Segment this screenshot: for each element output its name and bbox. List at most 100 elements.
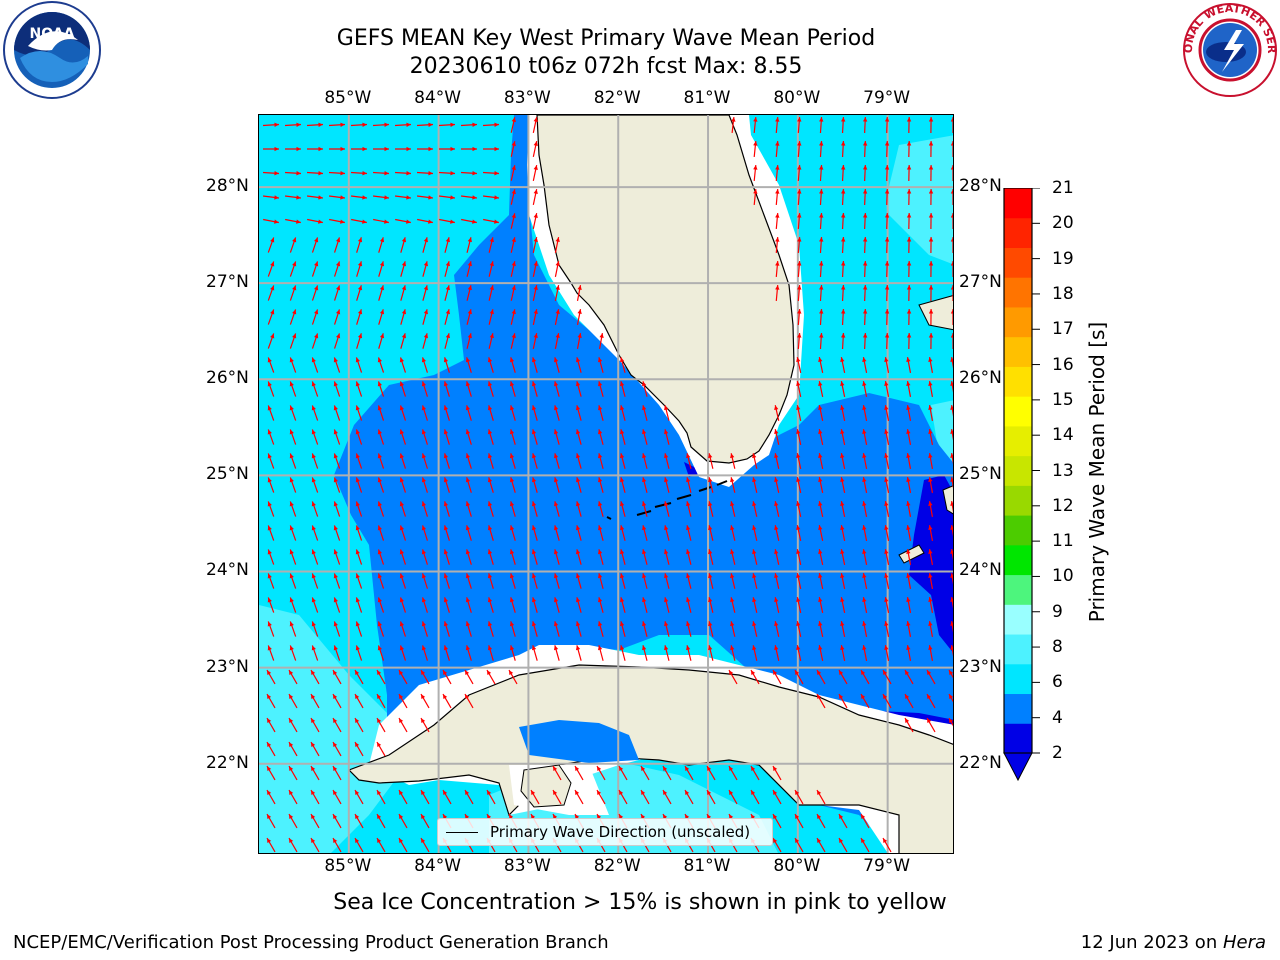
wave-direction-arrow xyxy=(377,453,385,469)
wave-direction-arrow xyxy=(862,260,868,278)
wave-direction-arrow xyxy=(575,501,582,517)
wave-direction-arrow xyxy=(267,573,275,589)
wave-direction-arrow xyxy=(421,525,428,541)
wave-direction-arrow xyxy=(289,405,297,421)
wave-direction-arrow xyxy=(310,693,320,709)
wave-direction-arrow xyxy=(906,236,912,254)
wave-direction-arrow xyxy=(262,171,280,176)
wave-direction-arrow xyxy=(328,171,346,176)
wave-direction-arrow xyxy=(377,525,385,541)
wave-direction-arrow xyxy=(333,405,341,421)
wave-direction-arrow xyxy=(840,621,846,637)
wave-direction-arrow xyxy=(398,789,408,805)
lon-tick-label: 80°W xyxy=(773,88,821,108)
wave-direction-arrow xyxy=(906,357,912,373)
wave-direction-arrow xyxy=(797,188,802,206)
lat-tick-label: 26°N xyxy=(959,368,1002,389)
wave-direction-arrow xyxy=(350,146,368,152)
wave-direction-arrow xyxy=(266,789,276,805)
wave-direction-arrow xyxy=(862,116,868,134)
wave-direction-arrow xyxy=(775,212,780,230)
wave-direction-arrow xyxy=(928,405,934,421)
wave-direction-arrow xyxy=(355,645,363,661)
wave-direction-arrow xyxy=(862,429,868,445)
wave-direction-arrow xyxy=(950,453,953,465)
wave-direction-arrow xyxy=(664,573,670,589)
wave-direction-arrow xyxy=(818,573,824,589)
wave-direction-arrow xyxy=(620,501,626,517)
colorbar-tick-label: 20 xyxy=(1052,213,1074,234)
wave-direction-arrow xyxy=(708,525,714,541)
wave-direction-arrow xyxy=(394,146,412,152)
wave-direction-arrow xyxy=(465,621,472,637)
wave-direction-arrow xyxy=(730,645,736,661)
wave-direction-arrow xyxy=(510,213,516,229)
wave-direction-arrow xyxy=(840,405,846,421)
wave-direction-arrow xyxy=(642,429,648,445)
wave-direction-arrow xyxy=(950,645,953,657)
colorbar-segment xyxy=(1004,455,1032,486)
wave-direction-arrow xyxy=(289,453,297,469)
colorbar-extend-triangle xyxy=(1003,752,1033,782)
wave-direction-arrow xyxy=(398,669,408,685)
wave-direction-arrow xyxy=(752,549,758,565)
wave-direction-arrow xyxy=(267,405,275,421)
wave-direction-arrow xyxy=(950,477,953,489)
wave-direction-arrow xyxy=(311,357,319,373)
wave-direction-arrow xyxy=(862,308,868,326)
wave-direction-arrow xyxy=(332,765,342,781)
wave-direction-arrow xyxy=(774,501,780,517)
wave-direction-arrow xyxy=(950,164,953,182)
wave-direction-arrow xyxy=(289,309,297,325)
wave-direction-arrow xyxy=(642,501,648,517)
wave-direction-arrow xyxy=(840,525,846,541)
wave-direction-arrow xyxy=(355,573,363,589)
wave-direction-arrow xyxy=(443,645,450,661)
wave-direction-arrow xyxy=(686,501,692,517)
wave-direction-arrow xyxy=(928,332,934,350)
wave-direction-arrow xyxy=(840,453,846,469)
wave-direction-arrow xyxy=(950,429,953,441)
wave-direction-arrow xyxy=(483,218,499,224)
wave-direction-arrow xyxy=(816,789,826,805)
wave-direction-arrow xyxy=(730,501,736,517)
wave-direction-arrow xyxy=(752,597,758,613)
wave-direction-arrow xyxy=(532,141,538,157)
wave-direction-arrow xyxy=(531,525,538,541)
wave-direction-arrow xyxy=(310,669,320,685)
wave-direction-arrow xyxy=(439,218,455,224)
wave-direction-arrow xyxy=(950,525,953,537)
wave-direction-arrow xyxy=(862,405,868,421)
wave-direction-arrow xyxy=(466,261,472,277)
wave-direction-arrow xyxy=(400,261,407,277)
wave-direction-arrow xyxy=(928,236,934,254)
wave-direction-arrow xyxy=(840,573,846,589)
wave-direction-arrow xyxy=(575,645,582,661)
wave-direction-arrow xyxy=(928,597,934,613)
wave-direction-arrow xyxy=(284,146,302,152)
lat-tick-label: 22°N xyxy=(206,752,249,773)
wave-direction-arrow xyxy=(442,669,452,685)
wave-direction-arrow xyxy=(796,381,802,397)
wave-direction-arrow xyxy=(862,477,868,493)
wave-direction-arrow xyxy=(354,693,364,709)
wave-direction-arrow xyxy=(576,309,582,325)
wave-direction-arrow xyxy=(267,333,275,349)
wave-direction-arrow xyxy=(376,813,386,829)
wave-direction-arrow xyxy=(288,813,298,829)
wave-direction-arrow xyxy=(684,765,694,781)
wave-direction-arrow xyxy=(333,309,341,325)
wave-direction-arrow xyxy=(642,525,648,541)
wave-direction-arrow xyxy=(796,453,802,469)
wave-direction-arrow xyxy=(906,260,912,278)
wave-direction-arrow xyxy=(838,813,848,829)
bahamas-land xyxy=(898,544,925,564)
wave-direction-arrow xyxy=(399,453,407,469)
wave-direction-arrow xyxy=(841,140,846,158)
wave-direction-arrow xyxy=(862,597,868,613)
colorbar-segment xyxy=(1004,366,1032,397)
wave-direction-arrow xyxy=(267,429,275,445)
wave-direction-arrow xyxy=(311,621,319,637)
colorbar-tick-label: 21 xyxy=(1052,178,1074,198)
wave-direction-arrow xyxy=(708,477,714,493)
